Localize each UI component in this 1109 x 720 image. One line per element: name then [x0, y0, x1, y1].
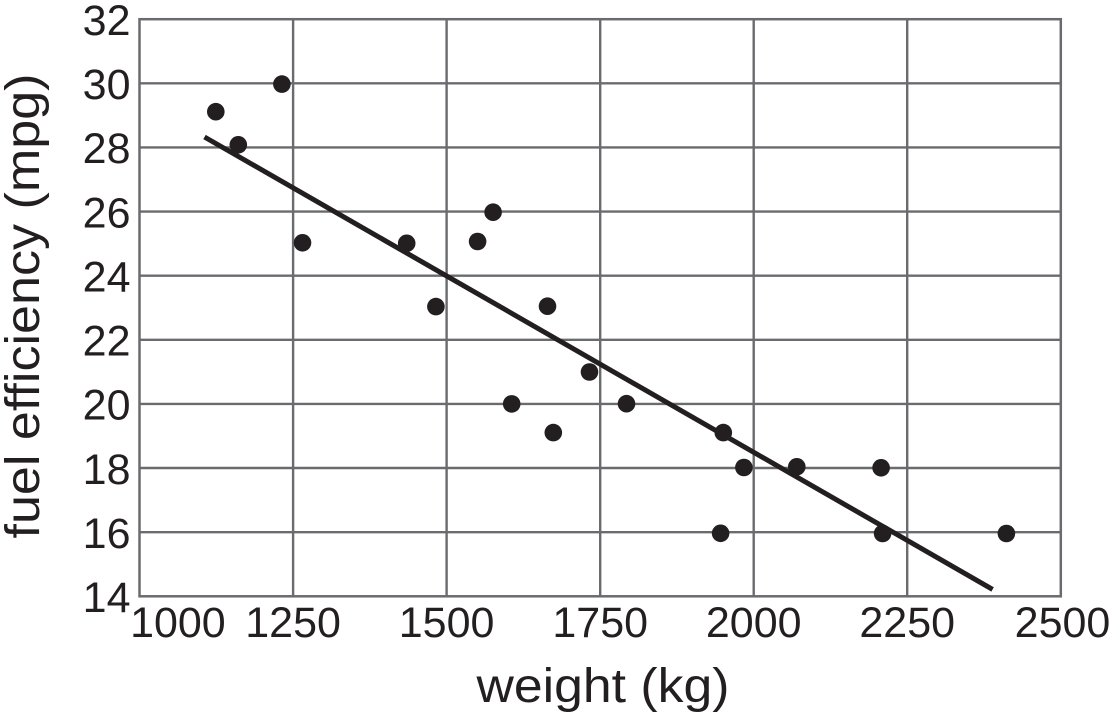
svg-text:26: 26	[83, 189, 131, 237]
svg-text:32: 32	[83, 0, 131, 45]
svg-text:1500: 1500	[399, 599, 495, 647]
svg-text:30: 30	[83, 61, 131, 109]
svg-text:1000: 1000	[130, 599, 226, 647]
svg-text:16: 16	[83, 510, 131, 558]
svg-text:fuel efficiency (mpg): fuel efficiency (mpg)	[0, 74, 50, 539]
svg-text:24: 24	[83, 254, 131, 302]
svg-text:1250: 1250	[245, 599, 341, 647]
svg-text:28: 28	[83, 125, 131, 173]
svg-text:1750: 1750	[552, 599, 648, 647]
svg-text:14: 14	[83, 574, 131, 622]
svg-text:weight (kg): weight (kg)	[475, 660, 729, 713]
svg-text:18: 18	[83, 446, 131, 494]
svg-text:22: 22	[83, 318, 131, 366]
svg-text:2250: 2250	[859, 599, 955, 647]
svg-text:2500: 2500	[1015, 599, 1109, 647]
svg-text:20: 20	[83, 382, 131, 430]
svg-text:2000: 2000	[706, 599, 802, 647]
